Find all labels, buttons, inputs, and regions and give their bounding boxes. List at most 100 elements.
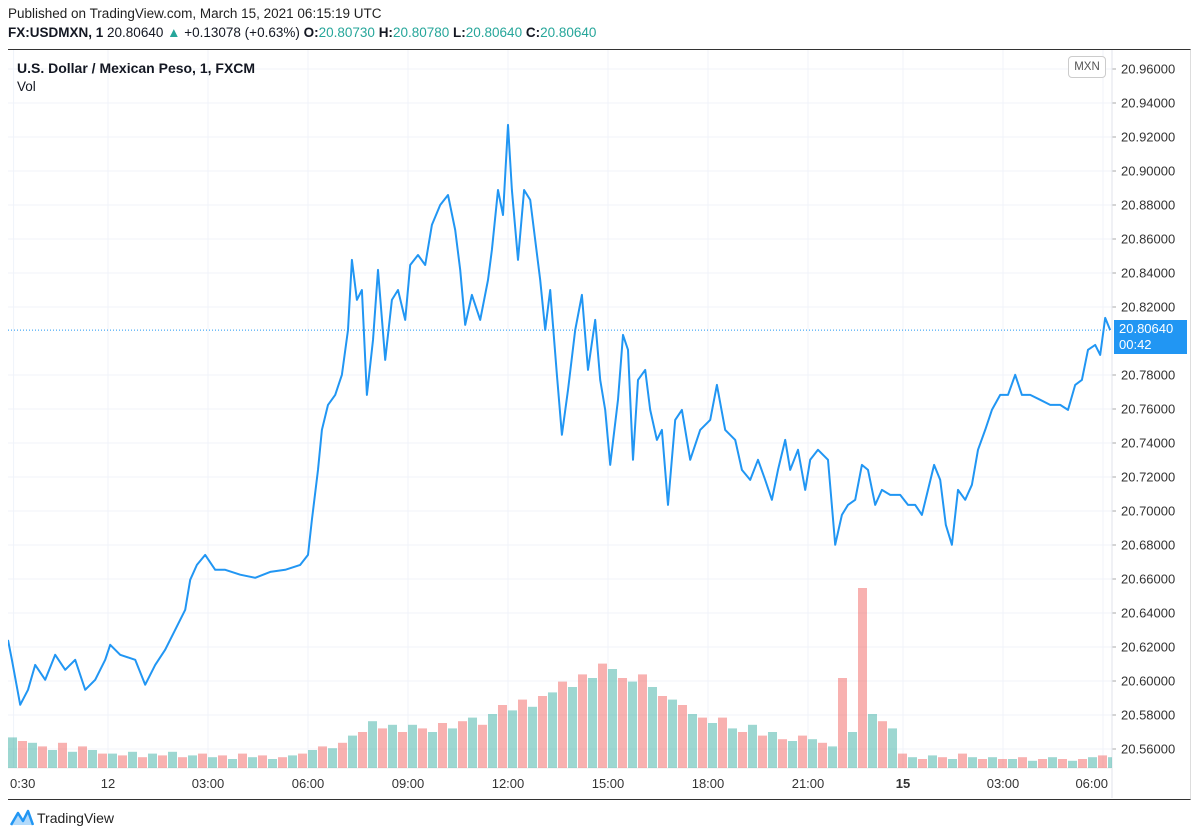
volume-bar xyxy=(478,724,487,768)
close-value: 20.80640 xyxy=(540,25,597,40)
volume-bar xyxy=(1078,759,1087,768)
volume-bar xyxy=(248,757,257,768)
volume-bar xyxy=(498,705,507,768)
brand-name: TradingView xyxy=(37,810,115,826)
chart-frame xyxy=(8,49,1191,800)
volume-bar xyxy=(758,735,767,768)
volume-bar xyxy=(918,759,927,768)
volume-bar xyxy=(168,751,177,768)
time-axis-label: 06:00 xyxy=(1075,776,1108,791)
volume-bar xyxy=(408,724,417,768)
published-note: Published on TradingView.com, March 15, … xyxy=(8,6,382,21)
volume-bar xyxy=(618,678,627,768)
volume-bar xyxy=(518,699,527,768)
volume-bar xyxy=(258,755,267,768)
price-axis-label: 20.82000 xyxy=(1121,300,1175,315)
time-axis-label: 15:00 xyxy=(592,776,625,791)
volume-bar xyxy=(18,741,27,768)
volume-bar xyxy=(68,751,77,768)
volume-bar xyxy=(818,742,827,768)
volume-bar xyxy=(1058,759,1067,768)
volume-bar xyxy=(368,721,377,768)
price-axis-label: 20.84000 xyxy=(1121,266,1175,281)
close-label: C: xyxy=(525,25,541,40)
price-axis-label: 20.58000 xyxy=(1121,708,1175,723)
time-axis-label: 03:00 xyxy=(987,776,1020,791)
volume-bar xyxy=(528,706,537,768)
volume-bar xyxy=(898,753,907,768)
volume-bar xyxy=(208,757,217,768)
volume-bar xyxy=(588,678,597,768)
volume-bar xyxy=(468,717,477,768)
volume-bar xyxy=(678,705,687,768)
volume-bar xyxy=(888,728,897,768)
volume-bar xyxy=(538,696,547,768)
volume-bar xyxy=(798,735,807,768)
bar-countdown: 00:42 xyxy=(1119,337,1152,352)
open-value: 20.80730 xyxy=(318,25,375,40)
price-axis-label: 20.90000 xyxy=(1121,164,1175,179)
time-axis-label: 12:00 xyxy=(492,776,525,791)
volume-bar xyxy=(1108,757,1112,768)
volume-bar xyxy=(558,681,567,768)
volume-bar xyxy=(448,728,457,768)
volume-bar xyxy=(968,757,977,768)
volume-bar xyxy=(948,759,957,768)
volume-bar xyxy=(768,732,777,768)
time-axis-label: 0:30 xyxy=(10,776,35,791)
price-line xyxy=(8,123,1112,706)
volume-bar xyxy=(668,699,677,768)
symbol-name: FX:USDMXN, 1 xyxy=(8,25,104,40)
volume-bar xyxy=(1068,760,1077,768)
volume-bar xyxy=(38,746,47,768)
volume-bar xyxy=(308,750,317,768)
price-axis-label: 20.96000 xyxy=(1121,62,1175,77)
volume-bar xyxy=(108,753,117,768)
last-price-label: 20.80640 00:42 xyxy=(1114,320,1187,354)
volume-bar xyxy=(238,753,247,768)
volume-bar xyxy=(268,759,277,768)
price-axis-label: 20.94000 xyxy=(1121,96,1175,111)
price-axis-label: 20.64000 xyxy=(1121,606,1175,621)
volume-bar xyxy=(648,687,657,768)
volume-bar xyxy=(128,751,137,768)
triangle-up-icon: ▲ xyxy=(167,25,181,40)
symbol-bar: FX:USDMXN, 1 20.80640 ▲ +0.13078 (+0.63%… xyxy=(8,25,596,40)
volume-bar xyxy=(458,721,467,768)
volume-bar xyxy=(638,674,647,768)
volume-bar xyxy=(878,721,887,768)
volume-bar xyxy=(48,750,57,768)
price-axis-label: 20.74000 xyxy=(1121,436,1175,451)
price-axis-label: 20.78000 xyxy=(1121,368,1175,383)
volume-bar xyxy=(418,728,427,768)
low-label: L: xyxy=(453,25,466,40)
volume-bar xyxy=(88,750,97,768)
volume-bar xyxy=(138,757,147,768)
volume-bar xyxy=(658,696,667,768)
volume-bar xyxy=(1098,755,1107,768)
chart-legend-title: U.S. Dollar / Mexican Peso, 1, FXCM xyxy=(17,60,256,76)
volume-bar xyxy=(358,732,367,768)
volume-bar xyxy=(228,759,237,768)
tradingview-logo-icon xyxy=(10,809,34,826)
volume-bar xyxy=(568,687,577,768)
currency-badge[interactable]: MXN xyxy=(1068,56,1106,78)
volume-bar xyxy=(508,710,517,768)
volume-bar xyxy=(928,755,937,768)
volume-bar xyxy=(428,732,437,768)
volume-bar xyxy=(118,755,127,768)
volume-bar xyxy=(908,757,917,768)
volume-bar xyxy=(688,714,697,768)
volume-bar xyxy=(348,735,357,768)
volume-bar xyxy=(868,714,877,768)
volume-bar xyxy=(978,759,987,768)
volume-bar xyxy=(1088,757,1097,768)
volume-bar xyxy=(388,724,397,768)
tradingview-logo[interactable]: TradingView xyxy=(10,809,114,827)
last-price-value: 20.80640 xyxy=(1119,321,1174,336)
volume-bar xyxy=(188,755,197,768)
price-axis-label: 20.88000 xyxy=(1121,198,1175,213)
volume-bar xyxy=(318,746,327,768)
high-value: 20.80780 xyxy=(392,25,450,40)
